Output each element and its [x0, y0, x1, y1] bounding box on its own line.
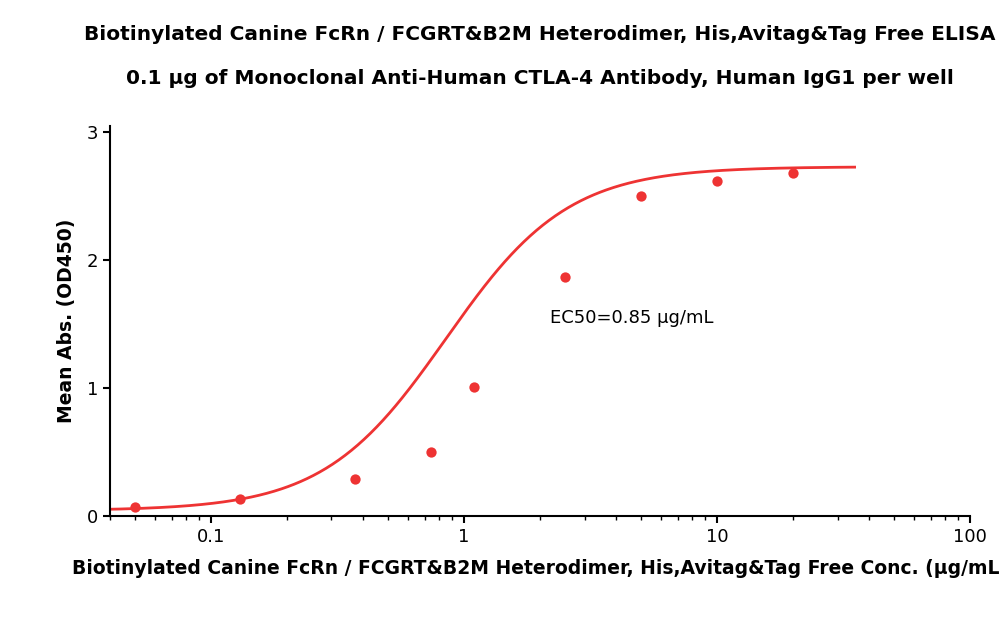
Point	[557, 272, 573, 282]
Point	[232, 494, 248, 504]
Point	[127, 502, 143, 512]
Text: Biotinylated Canine FcRn / FCGRT&B2M Heterodimer, His,Avitag&Tag Free ELISA: Biotinylated Canine FcRn / FCGRT&B2M Het…	[84, 25, 996, 44]
Point	[633, 191, 649, 201]
Point	[347, 474, 363, 484]
Y-axis label: Mean Abs. (OD450): Mean Abs. (OD450)	[57, 219, 76, 423]
Text: EC50=0.85 μg/mL: EC50=0.85 μg/mL	[550, 309, 714, 326]
Point	[466, 382, 482, 392]
Point	[785, 168, 801, 178]
X-axis label: Biotinylated Canine FcRn / FCGRT&B2M Heterodimer, His,Avitag&Tag Free Conc. (μg/: Biotinylated Canine FcRn / FCGRT&B2M Het…	[72, 559, 1000, 579]
Point	[423, 447, 439, 457]
Point	[709, 175, 725, 186]
Text: 0.1 μg of Monoclonal Anti-Human CTLA-4 Antibody, Human IgG1 per well: 0.1 μg of Monoclonal Anti-Human CTLA-4 A…	[126, 69, 954, 88]
